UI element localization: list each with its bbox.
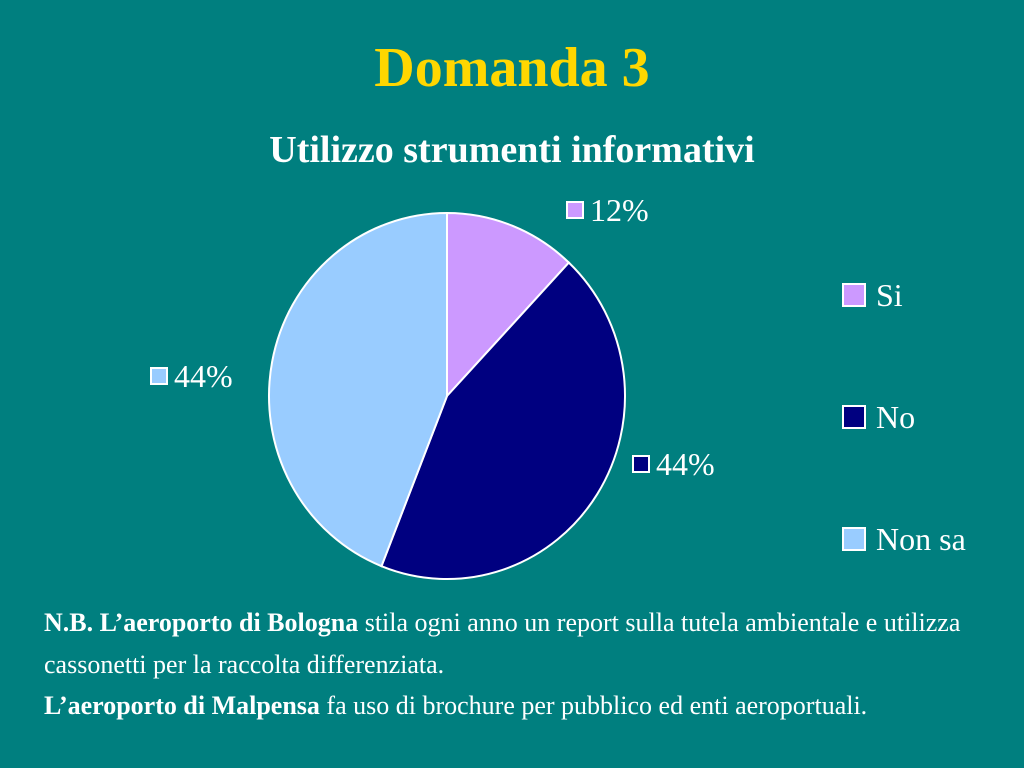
footnote: N.B. L’aeroporto di Bologna stila ogni a… [44, 602, 994, 727]
pie-slice-non-sa [268, 211, 448, 568]
data-label-no: 44% [632, 448, 715, 480]
chart-legend: Si No Non sa [842, 277, 966, 643]
data-label-si: 12% [566, 194, 649, 226]
data-label-text-no: 44% [656, 446, 715, 482]
slide-title: Domanda 3 [374, 37, 650, 99]
pie-slice-si [446, 211, 571, 399]
footnote-bologna-text: stila ogni anno un report sulla tutela a… [44, 608, 961, 679]
legend-swatch-non-sa [842, 527, 866, 551]
legend-swatch-si [842, 283, 866, 307]
chart-title: Utilizzo strumenti informativi [269, 129, 755, 171]
data-label-text-si: 12% [590, 192, 649, 228]
legend-label-si: Si [876, 276, 903, 313]
data-label-non-sa: 44% [150, 360, 233, 392]
legend-item-non-sa: Non sa [842, 521, 966, 557]
legend-label-no: No [876, 398, 916, 435]
legend-swatch-no [842, 405, 866, 429]
footnote-bologna-bold: N.B. L’aeroporto di Bologna [44, 608, 359, 637]
pie-slice-no [380, 261, 626, 580]
data-label-swatch-si [566, 201, 584, 219]
legend-label-non-sa: Non sa [876, 520, 966, 557]
data-label-swatch-non-sa [150, 367, 168, 385]
legend-item-no: No [842, 399, 966, 435]
footnote-malpensa-text: fa uso di brochure per pubblico ed enti … [319, 691, 868, 721]
legend-item-si: Si [842, 277, 966, 313]
data-label-text-non-sa: 44% [174, 358, 233, 394]
data-label-swatch-no [632, 455, 650, 473]
footnote-malpensa-bold: L’aeroporto di Malpensa [44, 691, 320, 721]
